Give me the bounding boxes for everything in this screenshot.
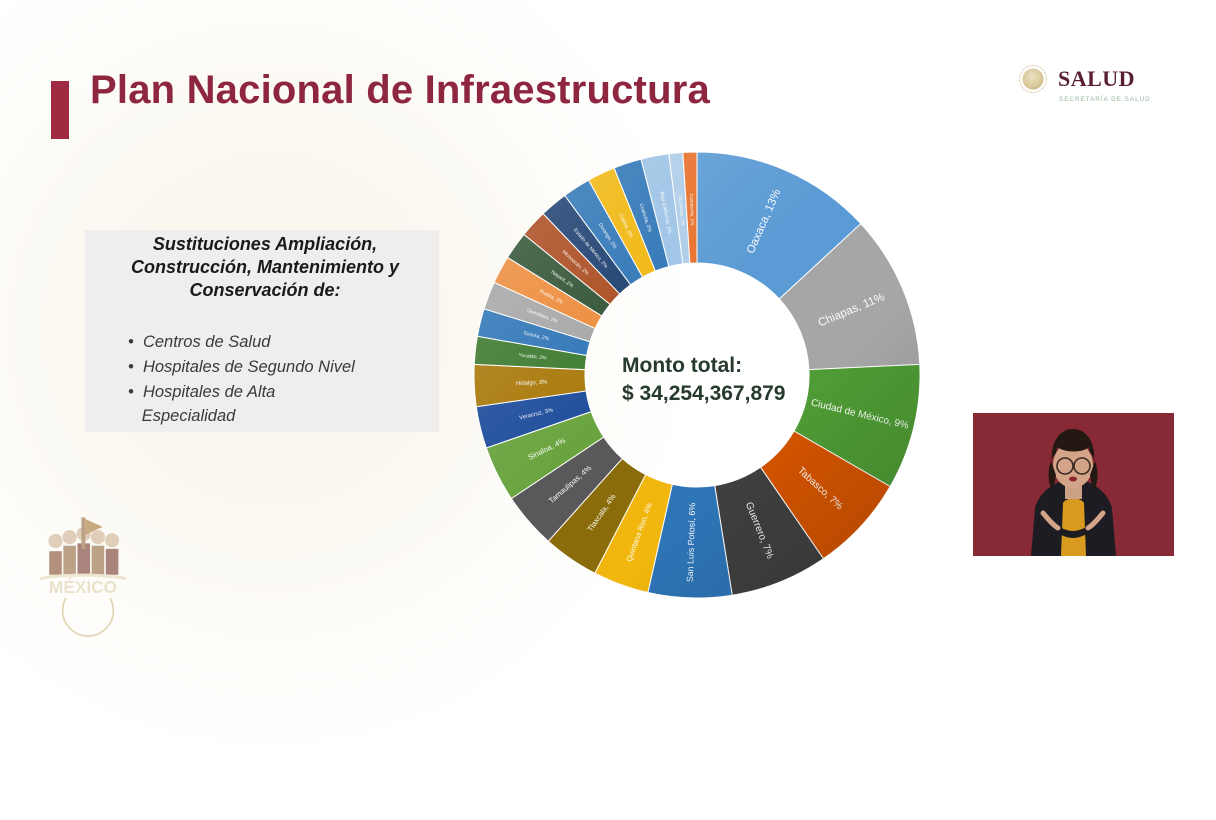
svg-text:MÉXICO: MÉXICO <box>49 577 117 597</box>
